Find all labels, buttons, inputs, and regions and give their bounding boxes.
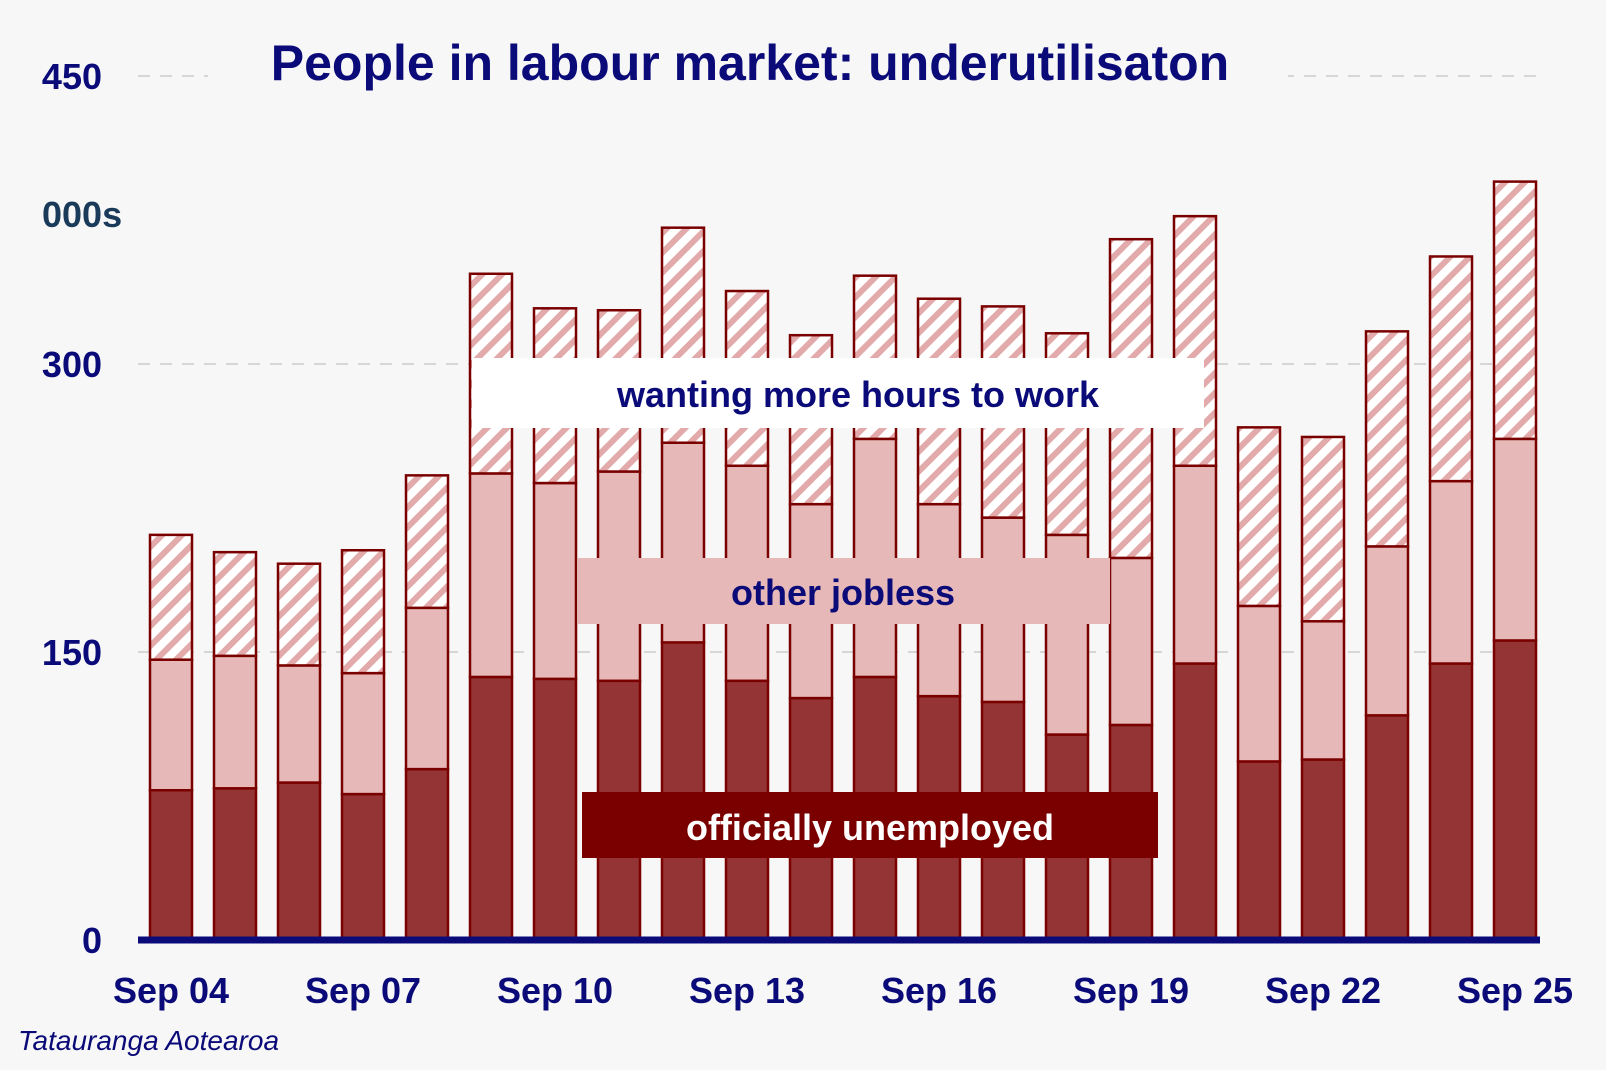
bar-segment-unemployed — [340, 792, 386, 942]
bar-segment-other-jobless — [1364, 545, 1410, 717]
y-tick-label: 0 — [82, 920, 102, 961]
y-tick-label: 150 — [42, 632, 102, 673]
bar-segment-unemployed — [404, 767, 450, 942]
bar-segment-unemployed — [1428, 662, 1474, 942]
bar-segment-unemployed — [532, 677, 578, 942]
bar-segment-wanting-more-hours — [148, 533, 194, 661]
series-label-text: other jobless — [731, 572, 955, 613]
bar-segment-unemployed — [1364, 714, 1410, 942]
source-label: Tatauranga Aotearoa — [18, 1025, 279, 1056]
y-axis: 0 150 300 450 — [42, 56, 102, 961]
bar-segment-wanting-more-hours — [1300, 435, 1346, 623]
x-tick-label: Sep 16 — [881, 970, 997, 1011]
bar-segment-other-jobless — [212, 654, 258, 790]
chart-title-background — [208, 28, 1288, 100]
bar-segment-other-jobless — [404, 606, 450, 771]
y-tick-label: 300 — [42, 344, 102, 385]
bar-stack — [1236, 426, 1282, 942]
bar-segment-unemployed — [468, 675, 514, 942]
bar-segment-unemployed — [148, 788, 194, 942]
bar-segment-wanting-more-hours — [276, 562, 322, 667]
bar-segment-wanting-more-hours — [1364, 330, 1410, 548]
x-tick-label: Sep 19 — [1073, 970, 1189, 1011]
x-tick-label: Sep 13 — [689, 970, 805, 1011]
bar-segment-other-jobless — [340, 671, 386, 796]
bar-stack — [148, 533, 194, 942]
bar-segment-other-jobless — [276, 664, 322, 784]
series-label-other-jobless: other jobless — [578, 558, 1110, 624]
bar-segment-unemployed — [1300, 758, 1346, 942]
bar-segment-wanting-more-hours — [1172, 214, 1218, 468]
chart-title: People in labour market: underutilisaton — [271, 35, 1229, 91]
x-tick-label: Sep 22 — [1265, 970, 1381, 1011]
y-unit-label: 000s — [42, 194, 122, 235]
x-tick-label: Sep 04 — [113, 970, 229, 1011]
bar-segment-other-jobless — [1236, 604, 1282, 763]
bar-segment-other-jobless — [1300, 620, 1346, 761]
bar-stack — [1364, 330, 1410, 942]
y-tick-label: 450 — [42, 56, 102, 97]
bar-stack — [340, 548, 386, 942]
bar-segment-wanting-more-hours — [340, 548, 386, 675]
bar-stack — [276, 562, 322, 942]
bar-segment-wanting-more-hours — [1428, 255, 1474, 483]
bar-stack — [1300, 435, 1346, 942]
bar-segment-wanting-more-hours — [1236, 426, 1282, 608]
bar-segment-other-jobless — [148, 658, 194, 792]
bar-segment-unemployed — [660, 641, 706, 942]
bar-segment-other-jobless — [532, 481, 578, 681]
bar-stack — [1492, 180, 1538, 942]
bar-segment-unemployed — [1172, 662, 1218, 942]
bar-segment-other-jobless — [1108, 556, 1154, 727]
x-tick-label: Sep 07 — [305, 970, 421, 1011]
bar-segment-other-jobless — [1428, 479, 1474, 665]
bar-stack — [404, 474, 450, 942]
bar-segment-unemployed — [212, 787, 258, 942]
series-label-text: wanting more hours to work — [616, 374, 1100, 415]
bar-segment-wanting-more-hours — [1492, 180, 1538, 441]
bar-stack — [1428, 255, 1474, 942]
x-axis: Sep 04 Sep 07 Sep 10 Sep 13 Sep 16 Sep 19 Sep … — [113, 970, 1573, 1011]
x-tick-label: Sep 25 — [1457, 970, 1573, 1011]
bar-segment-other-jobless — [1492, 437, 1538, 642]
bar-segment-other-jobless — [468, 472, 514, 679]
series-label-wanting-more-hours: wanting more hours to work — [472, 358, 1204, 428]
bar-segment-unemployed — [1236, 760, 1282, 942]
bar-segment-wanting-more-hours — [404, 474, 450, 610]
bar-segment-other-jobless — [1172, 464, 1218, 665]
bar-stack — [212, 550, 258, 942]
bar-segment-unemployed — [276, 781, 322, 942]
series-label-officially-unemployed: officially unemployed — [582, 792, 1158, 858]
bar-segment-other-jobless — [852, 437, 898, 679]
bar-segment-wanting-more-hours — [212, 550, 258, 658]
bar-segment-unemployed — [1492, 639, 1538, 942]
series-label-text: officially unemployed — [686, 807, 1054, 848]
x-tick-label: Sep 10 — [497, 970, 613, 1011]
bar-stack — [1172, 214, 1218, 942]
